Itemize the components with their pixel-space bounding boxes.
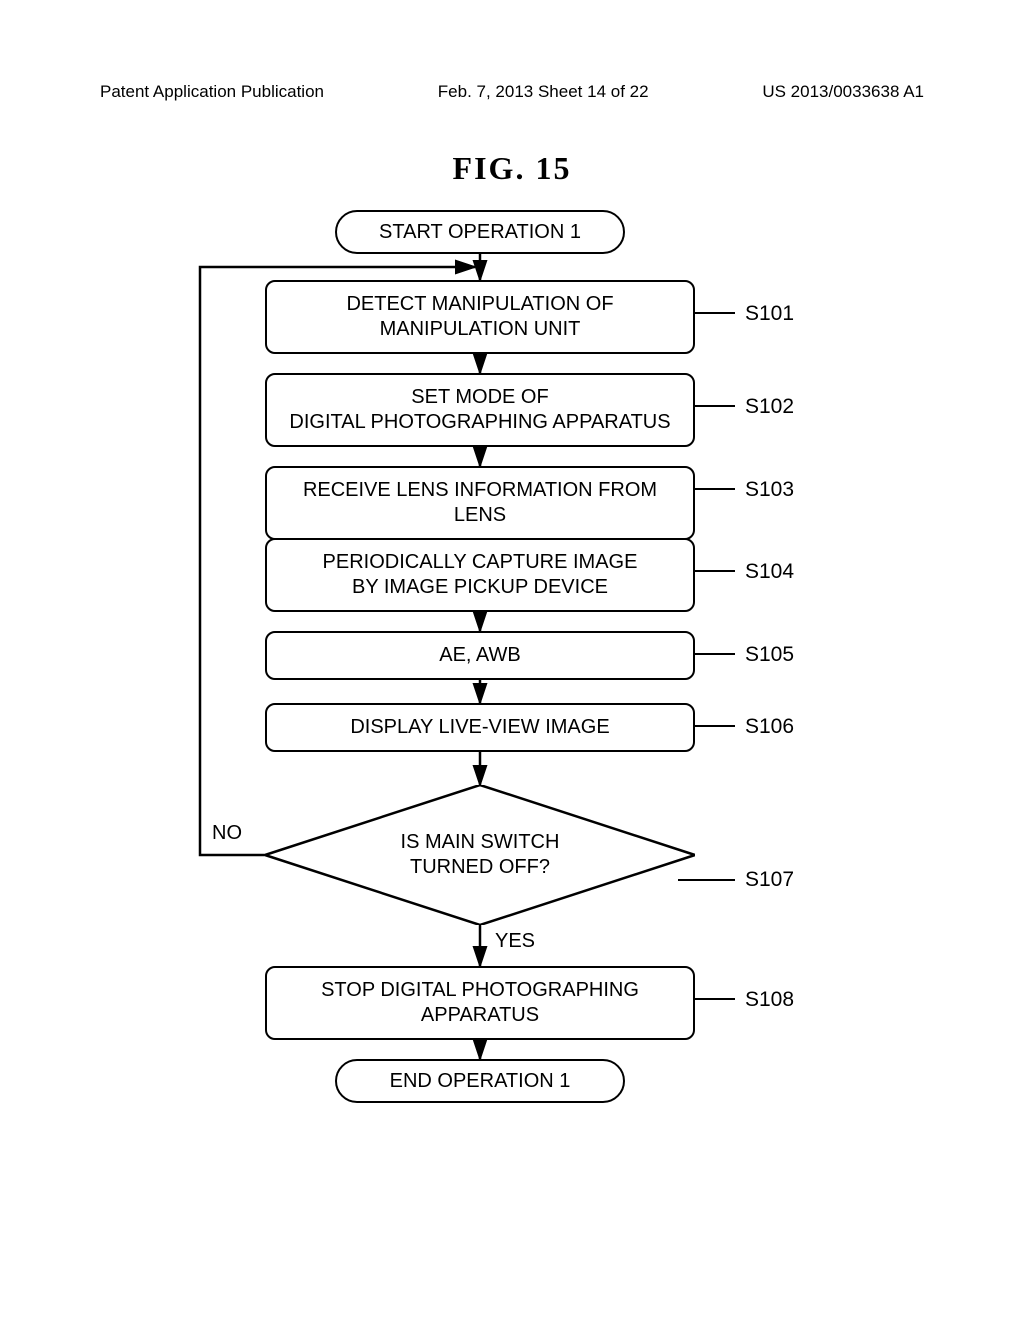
terminal-start: START OPERATION 1 [335,210,625,254]
process-s105: AE, AWB [265,631,695,680]
process-s108: STOP DIGITAL PHOTOGRAPHING APPARATUS [265,966,695,1040]
header-left: Patent Application Publication [100,82,324,102]
process-s101: DETECT MANIPULATION OF MANIPULATION UNIT [265,280,695,354]
label-s104: S104 [745,560,794,584]
process-s104-text: PERIODICALLY CAPTURE IMAGE BY IMAGE PICK… [323,550,638,600]
process-s105-text: AE, AWB [439,643,521,668]
decision-s107: IS MAIN SWITCH TURNED OFF? [265,785,695,925]
figure-title: FIG. 15 [0,150,1024,187]
process-s101-text: DETECT MANIPULATION OF MANIPULATION UNIT [346,292,613,342]
header-center: Feb. 7, 2013 Sheet 14 of 22 [438,82,649,102]
process-s102: SET MODE OF DIGITAL PHOTOGRAPHING APPARA… [265,373,695,447]
terminal-end-text: END OPERATION 1 [390,1070,571,1093]
decision-s107-text: IS MAIN SWITCH TURNED OFF? [401,830,560,880]
label-s102: S102 [745,395,794,419]
label-s103: S103 [745,478,794,502]
header-right: US 2013/0033638 A1 [762,82,924,102]
process-s102-text: SET MODE OF DIGITAL PHOTOGRAPHING APPARA… [289,385,670,435]
process-s103-text: RECEIVE LENS INFORMATION FROM LENS [275,478,685,528]
branch-no: NO [212,822,242,845]
process-s103: RECEIVE LENS INFORMATION FROM LENS [265,466,695,540]
process-s106: DISPLAY LIVE-VIEW IMAGE [265,703,695,752]
label-s101: S101 [745,302,794,326]
terminal-start-text: START OPERATION 1 [379,221,581,244]
page-header: Patent Application Publication Feb. 7, 2… [100,82,924,102]
label-s108: S108 [745,988,794,1012]
process-s106-text: DISPLAY LIVE-VIEW IMAGE [350,715,609,740]
process-s108-text: STOP DIGITAL PHOTOGRAPHING APPARATUS [321,978,639,1028]
terminal-end: END OPERATION 1 [335,1059,625,1103]
label-s105: S105 [745,643,794,667]
label-s106: S106 [745,715,794,739]
page: Patent Application Publication Feb. 7, 2… [0,0,1024,1320]
label-s107: S107 [745,868,794,892]
branch-yes: YES [495,930,535,953]
process-s104: PERIODICALLY CAPTURE IMAGE BY IMAGE PICK… [265,538,695,612]
